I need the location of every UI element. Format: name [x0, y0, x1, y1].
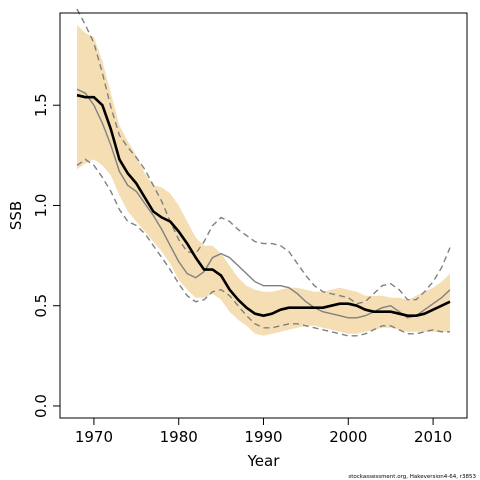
confidence-band: [77, 25, 450, 336]
confidence-band-layer: [77, 25, 450, 336]
y-tick-label: 1.5: [32, 93, 50, 117]
y-axis-title: SSB: [7, 201, 25, 230]
x-tick-label: 2000: [329, 428, 367, 446]
alternative-run-layer: [76, 8, 451, 337]
y-tick-label: 0.5: [32, 294, 50, 318]
alt-estimate-line: [76, 88, 451, 319]
x-tick-label: 2010: [414, 428, 452, 446]
x-tick-label: 1970: [75, 428, 113, 446]
credit-text: stockassessment.org, Hakeversion4-64, r3…: [348, 474, 476, 480]
plot-frame: [59, 12, 468, 419]
y-axis: 0.0 0.5 1.0 1.5: [32, 93, 60, 418]
alt-upper-dashed-line: [76, 8, 451, 305]
y-tick-label: 1.0: [32, 194, 50, 218]
y-tick-label: 0.0: [32, 394, 50, 418]
estimate-line: [76, 93, 451, 318]
x-axis-title: Year: [247, 452, 281, 470]
estimate-layer: [76, 93, 451, 318]
x-tick-label: 1990: [244, 428, 282, 446]
x-axis: 1970 1980 1990 2000 2010: [75, 418, 452, 446]
x-tick-label: 1980: [160, 428, 198, 446]
